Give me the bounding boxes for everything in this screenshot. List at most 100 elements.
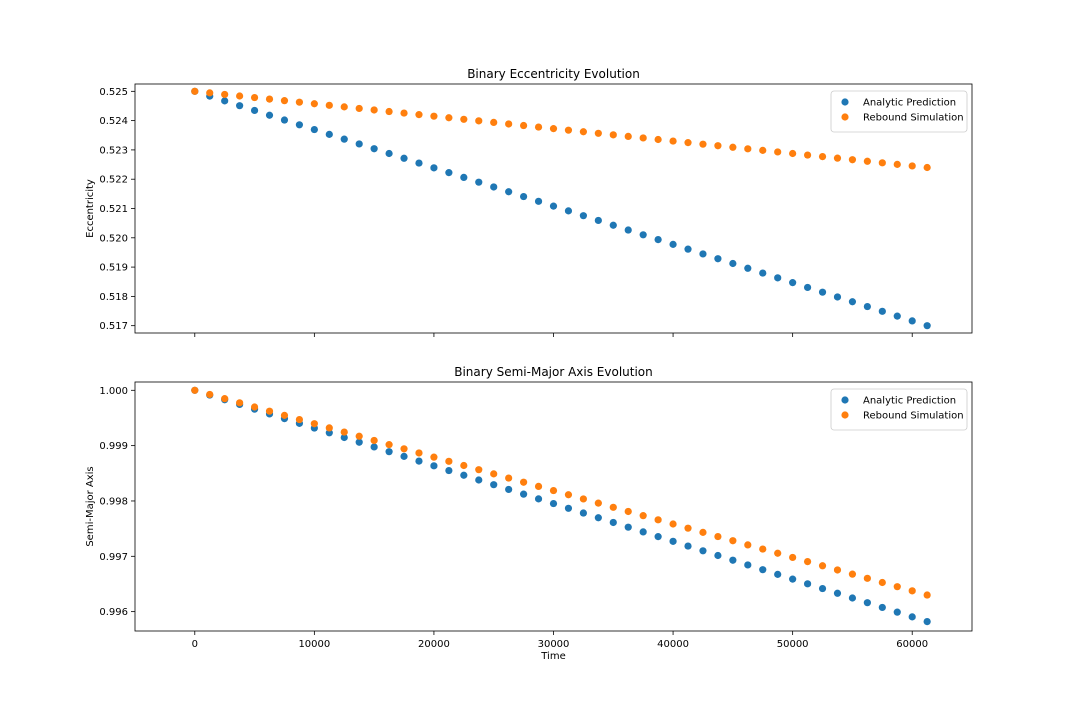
data-point	[490, 118, 498, 127]
legend-marker	[841, 113, 849, 121]
data-point	[400, 445, 408, 453]
data-point	[893, 312, 901, 320]
data-point	[803, 580, 812, 588]
data-point	[355, 438, 363, 446]
data-point	[415, 457, 423, 465]
data-point	[624, 523, 632, 531]
data-point	[221, 90, 229, 99]
data-point	[460, 471, 468, 479]
x-tick-label: 0	[192, 639, 198, 650]
data-point	[415, 449, 423, 457]
data-point	[609, 518, 617, 527]
data-point	[609, 503, 617, 511]
data-point	[385, 441, 393, 449]
data-point	[355, 140, 363, 148]
data-point	[684, 139, 692, 147]
data-point	[520, 478, 528, 486]
y-tick-label: 0.524	[99, 116, 128, 127]
data-point	[669, 537, 677, 545]
data-point	[206, 390, 214, 399]
y-tick-label: 0.997	[99, 552, 128, 563]
data-point	[579, 509, 587, 517]
data-point	[505, 120, 513, 128]
y-tick-label: 0.521	[99, 204, 128, 215]
data-point	[759, 269, 767, 277]
data-point	[923, 163, 931, 172]
data-point	[310, 125, 318, 134]
data-point	[789, 279, 797, 287]
data-point	[191, 87, 199, 95]
y-tick-label: 0.519	[99, 263, 128, 274]
data-point	[564, 207, 573, 215]
data-point	[549, 486, 558, 495]
data-point	[908, 317, 916, 325]
data-point	[475, 178, 483, 186]
data-point	[579, 128, 587, 136]
data-point	[863, 302, 871, 311]
data-point	[295, 121, 304, 129]
data-point	[340, 103, 348, 111]
data-point	[340, 135, 348, 143]
data-point	[579, 212, 587, 220]
data-point	[534, 197, 543, 205]
data-point	[355, 104, 363, 113]
data-point	[893, 583, 901, 591]
data-point	[714, 142, 722, 150]
data-point	[729, 259, 737, 268]
data-point	[818, 562, 827, 570]
data-point	[893, 160, 901, 168]
x-axis-label: Time	[540, 651, 565, 662]
data-point	[490, 470, 498, 478]
data-point	[654, 533, 662, 541]
data-point	[385, 107, 393, 116]
data-point	[549, 499, 558, 508]
data-point	[803, 558, 812, 566]
data-point	[325, 101, 333, 109]
data-point	[818, 288, 827, 296]
data-point	[206, 89, 214, 97]
data-point	[594, 129, 602, 137]
data-point	[714, 255, 722, 263]
x-tick-label: 40000	[657, 639, 689, 650]
data-point	[639, 528, 647, 536]
series-2	[191, 386, 931, 599]
data-point	[490, 183, 498, 191]
data-point	[295, 98, 304, 106]
legend-marker	[841, 98, 849, 106]
subplot-2: Binary Semi-Major Axis Evolution 0 10000 20…	[85, 365, 973, 662]
data-point	[863, 574, 871, 582]
plot-frame	[134, 381, 973, 632]
data-point	[878, 159, 886, 167]
y-tick-label: 0.996	[99, 607, 128, 618]
data-point	[803, 283, 812, 292]
data-point	[669, 137, 677, 145]
data-point	[744, 264, 752, 272]
data-point	[789, 553, 797, 562]
data-point	[848, 298, 857, 306]
data-point	[729, 556, 737, 564]
y-tick-label: 0.523	[99, 145, 128, 156]
data-point	[699, 140, 707, 148]
data-point	[430, 462, 438, 470]
data-point	[415, 159, 423, 167]
data-point	[774, 148, 782, 156]
data-point	[714, 532, 722, 541]
legend-box	[830, 90, 968, 133]
data-point	[295, 415, 304, 424]
data-point	[191, 386, 199, 394]
data-point	[878, 578, 886, 587]
data-point	[878, 307, 886, 315]
data-point	[908, 162, 916, 170]
data-point	[460, 115, 468, 123]
data-point	[415, 111, 423, 119]
data-point	[714, 551, 722, 560]
data-point	[280, 97, 289, 105]
data-point	[654, 516, 662, 524]
data-point	[759, 146, 767, 154]
data-point	[475, 466, 483, 474]
data-point	[564, 504, 573, 512]
data-point	[833, 566, 842, 574]
data-point	[833, 154, 842, 162]
data-point	[684, 542, 692, 550]
data-point	[848, 570, 857, 578]
